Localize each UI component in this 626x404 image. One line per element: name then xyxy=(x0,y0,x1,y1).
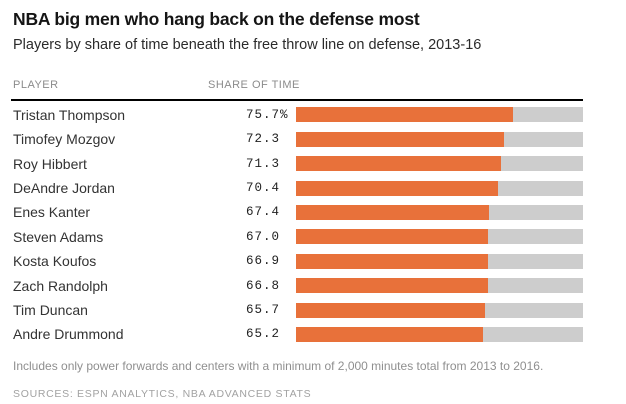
bar-fill xyxy=(296,204,490,220)
table-row: Steven Adams 67.0 xyxy=(13,225,626,249)
table-row: Enes Kanter 67.4 xyxy=(13,200,626,224)
bar-track xyxy=(296,204,583,220)
bar-fill xyxy=(296,131,504,147)
player-name: Timofey Mozgov xyxy=(13,131,116,148)
bar-track xyxy=(296,156,583,172)
table-row: Tristan Thompson 75.7% xyxy=(13,103,626,127)
player-name: Zach Randolph xyxy=(13,277,108,294)
table-row: Tim Duncan 65.7 xyxy=(13,298,626,322)
share-value: 75.7% xyxy=(246,107,289,122)
bar-track xyxy=(296,107,583,123)
sources-line: SOURCES: ESPN ANALYTICS, NBA ADVANCED ST… xyxy=(13,388,312,401)
share-value: 70.4 xyxy=(246,181,281,196)
share-value: 65.7 xyxy=(246,303,281,318)
bar-fill xyxy=(296,180,499,196)
player-name: Roy Hibbert xyxy=(13,155,87,172)
column-header-share-of-time: SHARE OF TIME xyxy=(208,78,300,91)
player-name: Steven Adams xyxy=(13,228,104,245)
share-value: 65.2 xyxy=(246,327,281,342)
player-name: Andre Drummond xyxy=(13,326,124,343)
share-value: 71.3 xyxy=(246,156,281,171)
bar-track xyxy=(296,229,583,245)
share-value: 67.4 xyxy=(246,205,281,220)
bar-fill xyxy=(296,107,514,123)
table-row: DeAndre Jordan 70.4 xyxy=(13,176,626,200)
bar-fill xyxy=(296,302,485,318)
footnote: Includes only power forwards and centers… xyxy=(13,358,544,373)
page-title: NBA big men who hang back on the defense… xyxy=(13,9,420,29)
share-value: 66.8 xyxy=(246,278,281,293)
share-value: 72.3 xyxy=(246,132,281,147)
bar-track xyxy=(296,278,583,294)
bar-fill xyxy=(296,229,489,245)
player-name: Tim Duncan xyxy=(13,302,88,319)
table-row: Kosta Koufos 66.9 xyxy=(13,249,626,273)
share-value: 67.0 xyxy=(246,229,281,244)
table-row: Andre Drummond 65.2 xyxy=(13,322,626,346)
bar-track xyxy=(296,253,583,269)
bar-track xyxy=(296,326,583,342)
bar-track xyxy=(296,180,583,196)
chart-subtitle: Players by share of time beneath the fre… xyxy=(13,36,482,53)
bar-chart: Tristan Thompson 75.7% Timofey Mozgov 72.3 R… xyxy=(13,103,626,347)
header-rule xyxy=(11,98,583,101)
table-row: Timofey Mozgov 72.3 xyxy=(13,127,626,151)
bar-fill xyxy=(296,326,484,342)
bar-track xyxy=(296,131,583,147)
column-header-player: PLAYER xyxy=(13,78,59,91)
player-name: Tristan Thompson xyxy=(13,106,126,123)
table-header: PLAYER SHARE OF TIME xyxy=(13,79,626,95)
player-name: Enes Kanter xyxy=(13,204,91,221)
bar-fill xyxy=(296,156,501,172)
table-row: Roy Hibbert 71.3 xyxy=(13,152,626,176)
share-value: 66.9 xyxy=(246,254,281,269)
player-name: DeAndre Jordan xyxy=(13,180,115,197)
bar-track xyxy=(296,302,583,318)
table-row: Zach Randolph 66.8 xyxy=(13,273,626,297)
bar-fill xyxy=(296,278,488,294)
player-name: Kosta Koufos xyxy=(13,253,97,270)
bar-fill xyxy=(296,253,488,269)
